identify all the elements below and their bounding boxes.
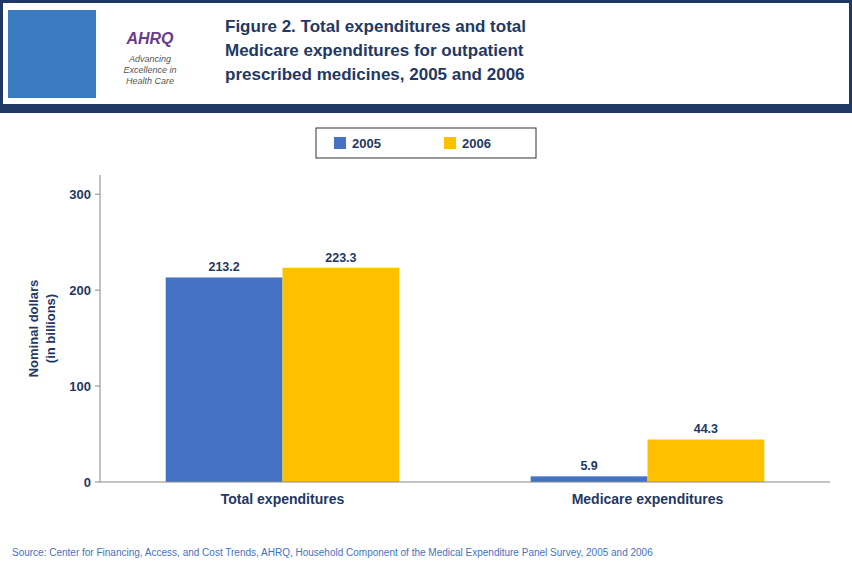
y-tick-label: 200 bbox=[69, 283, 91, 298]
legend-swatch bbox=[334, 137, 346, 149]
x-axis: Total expenditures Medicare expenditures bbox=[100, 482, 830, 507]
y-axis-label: Nominal dollars(in billions) bbox=[26, 280, 58, 378]
y-tick bbox=[95, 482, 100, 483]
x-tick-label: Total expenditures bbox=[221, 491, 345, 507]
header-rule bbox=[0, 106, 852, 113]
y-tick-label: 300 bbox=[69, 187, 91, 202]
data-label: 44.3 bbox=[694, 422, 718, 436]
source: Source: Center for Financing, Access, an… bbox=[12, 547, 653, 558]
y-tick bbox=[95, 290, 100, 291]
legend-label: 2006 bbox=[462, 136, 491, 151]
bar bbox=[166, 277, 283, 482]
title: Figure 2. Total expenditures and totalMe… bbox=[225, 17, 526, 84]
x-axis-line bbox=[100, 482, 830, 483]
logo-tagline: AdvancingExcellence inHealth Care bbox=[123, 54, 176, 86]
data-label: 223.3 bbox=[325, 251, 356, 265]
bars bbox=[166, 268, 765, 482]
header-border bbox=[2, 2, 851, 106]
logo-box bbox=[8, 10, 96, 98]
bar bbox=[531, 476, 648, 482]
y-tick bbox=[95, 194, 100, 195]
bar bbox=[283, 268, 400, 482]
legend: 2005 2006 bbox=[316, 128, 536, 158]
data-label: 213.2 bbox=[208, 260, 239, 274]
chart: AHRQ AdvancingExcellence inHealth Care Fig… bbox=[0, 0, 852, 576]
bar bbox=[648, 439, 765, 482]
data-labels: 213.2 5.9 223.3 44.3 bbox=[208, 251, 718, 474]
y-tick bbox=[95, 386, 100, 387]
y-tick-label: 100 bbox=[69, 379, 91, 394]
legend-swatch bbox=[444, 137, 456, 149]
header: AHRQ AdvancingExcellence inHealth Care Fig… bbox=[0, 2, 852, 114]
logo-title: AHRQ bbox=[125, 30, 174, 47]
legend-box bbox=[316, 128, 536, 158]
y-axis: 0 100 200 300 bbox=[69, 175, 100, 490]
legend-label: 2005 bbox=[352, 136, 381, 151]
data-label: 5.9 bbox=[580, 459, 597, 473]
x-tick-label: Medicare expenditures bbox=[572, 491, 724, 507]
y-tick-label: 0 bbox=[84, 475, 91, 490]
y-axis-line bbox=[100, 175, 101, 482]
